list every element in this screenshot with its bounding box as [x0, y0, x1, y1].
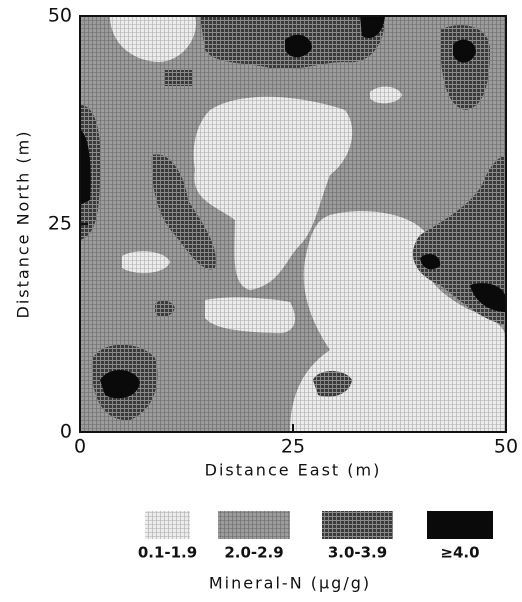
y-axis-label: Distance North (m) [14, 130, 33, 319]
region [205, 297, 295, 334]
x-tick-label: 25 [281, 436, 305, 458]
region [470, 283, 506, 312]
x-axis-label: Distance East (m) [205, 461, 382, 480]
region [155, 300, 175, 317]
y-tick-label: 25 [48, 213, 72, 235]
legend-label: 3.0-3.9 [328, 544, 387, 562]
region [420, 254, 441, 270]
y-tick-label: 50 [48, 5, 72, 27]
legend-swatch [427, 511, 493, 539]
region [285, 34, 312, 58]
region [151, 154, 216, 270]
x-tick-label: 50 [494, 436, 518, 458]
region [80, 130, 91, 205]
y-tick-label: 0 [60, 421, 72, 443]
legend-swatch [218, 511, 290, 539]
region [165, 70, 192, 86]
legend-label: 2.0-2.9 [224, 544, 283, 562]
region [370, 86, 402, 104]
region [440, 25, 490, 110]
region [193, 96, 353, 290]
legend: 0.1-1.9 2.0-2.9 3.0-3.9 ≥4.0 [138, 511, 493, 562]
contour-map [80, 16, 506, 432]
legend-swatch [322, 511, 393, 539]
region [453, 39, 476, 63]
x-tick-label: 0 [74, 436, 86, 458]
legend-label: ≥4.0 [440, 544, 479, 562]
region [110, 16, 196, 62]
legend-label: 0.1-1.9 [138, 544, 197, 562]
region [122, 251, 170, 274]
region [313, 371, 352, 397]
region [412, 155, 506, 325]
region [100, 370, 140, 399]
legend-title: Mineral-N (μg/g) [209, 574, 371, 593]
legend-swatch [145, 511, 190, 539]
region [360, 16, 385, 39]
